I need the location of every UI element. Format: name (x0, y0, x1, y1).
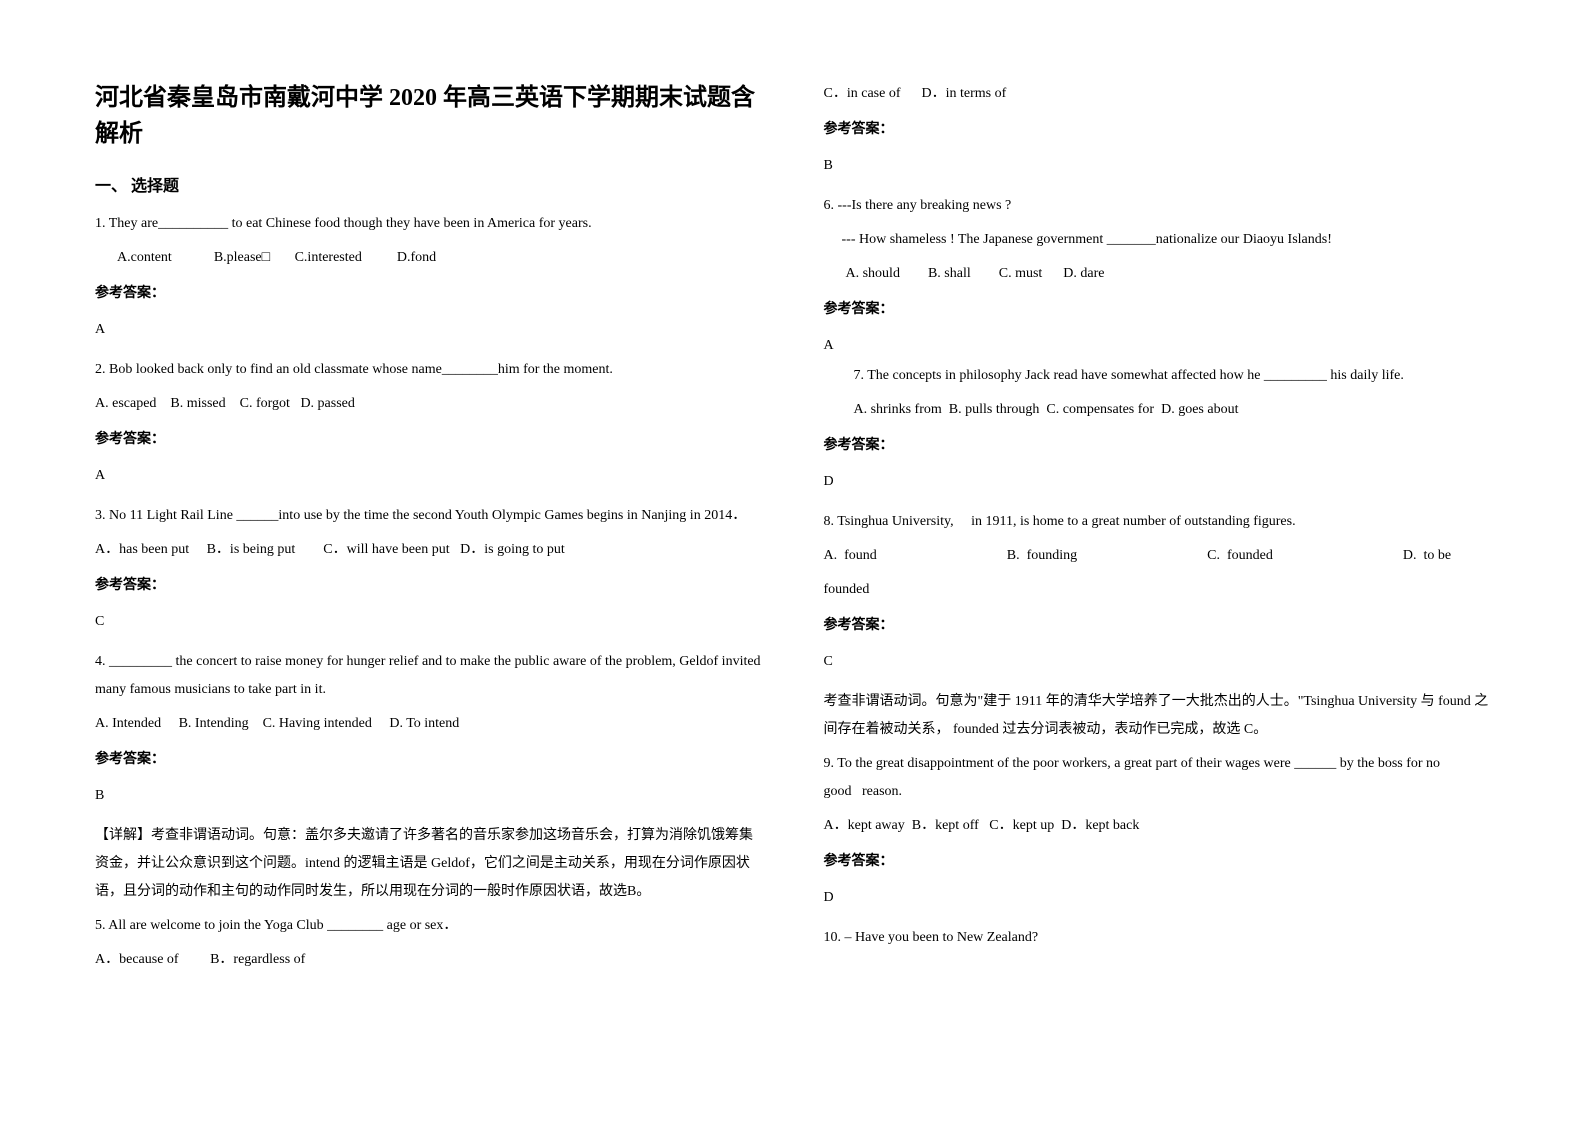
q6-text2: --- How shameless ! The Japanese governm… (824, 226, 1493, 254)
q8-opt-d: D. to be (1403, 542, 1451, 570)
q8-explanation: 考查非谓语动词。句意为"建于 1911 年的清华大学培养了一大批杰出的人士。"T… (824, 688, 1493, 744)
q8-options: A. found B. founding C. founded D. to be (824, 542, 1493, 570)
q8-answer: C (824, 648, 1493, 676)
q6-answer: A (824, 332, 1493, 360)
q3-answer: C (95, 608, 764, 636)
q7-answer: D (824, 468, 1493, 496)
q6-text1: 6. ---Is there any breaking news ? (824, 192, 1493, 220)
q7-text: 7. The concepts in philosophy Jack read … (824, 362, 1493, 390)
q4-answer: B (95, 782, 764, 810)
q2-options: A. escaped B. missed C. forgot D. passed (95, 390, 764, 418)
q9-answer: D (824, 884, 1493, 912)
q8-answer-label: 参考答案： (824, 612, 1493, 640)
q4-explanation: 【详解】考查非谓语动词。句意：盖尔多夫邀请了许多著名的音乐家参加这场音乐会，打算… (95, 822, 764, 906)
q5-answer-label: 参考答案： (824, 116, 1493, 144)
q1-answer-label: 参考答案： (95, 280, 764, 308)
q1-text: 1. They are__________ to eat Chinese foo… (95, 210, 764, 238)
q9-options: A．kept away B．kept off C．kept up D．kept … (824, 812, 1493, 840)
q4-text: 4. _________ the concert to raise money … (95, 648, 764, 704)
q5-text: 5. All are welcome to join the Yoga Club… (95, 912, 764, 940)
q2-answer: A (95, 462, 764, 490)
document-title: 河北省秦皇岛市南戴河中学 2020 年高三英语下学期期末试题含解析 (95, 80, 764, 152)
q7-options: A. shrinks from B. pulls through C. comp… (824, 396, 1493, 424)
q4-answer-label: 参考答案： (95, 746, 764, 774)
q5-options-line1: A．because of B．regardless of (95, 946, 764, 974)
q4-options: A. Intended B. Intending C. Having inten… (95, 710, 764, 738)
q3-text: 3. No 11 Light Rail Line ______into use … (95, 502, 764, 530)
q9-text: 9. To the great disappointment of the po… (824, 750, 1493, 806)
q8-opt-c: C. founded (1207, 542, 1273, 570)
q8-opt-a: A. found (824, 542, 877, 570)
q1-options: A.content B.please□ C.interested D.fond (95, 244, 764, 272)
q5-answer: B (824, 152, 1493, 180)
q8-opt-b: B. founding (1007, 542, 1077, 570)
section-header: 一、 选择题 (95, 172, 764, 196)
q3-options: A．has been put B．is being put C．will hav… (95, 536, 764, 564)
q3-answer-label: 参考答案： (95, 572, 764, 600)
q5-options-line2: C．in case of D．in terms of (824, 80, 1493, 108)
q2-answer-label: 参考答案： (95, 426, 764, 454)
q7-answer-label: 参考答案： (824, 432, 1493, 460)
q6-answer-label: 参考答案： (824, 296, 1493, 324)
q1-answer: A (95, 316, 764, 344)
q6-options: A. should B. shall C. must D. dare (824, 260, 1493, 288)
q8-text: 8. Tsinghua University, in 1911, is home… (824, 508, 1493, 536)
q8-opt-d2: founded (824, 576, 1493, 604)
q2-text: 2. Bob looked back only to find an old c… (95, 356, 764, 384)
q10-text: 10. – Have you been to New Zealand? (824, 924, 1493, 952)
q9-answer-label: 参考答案： (824, 848, 1493, 876)
